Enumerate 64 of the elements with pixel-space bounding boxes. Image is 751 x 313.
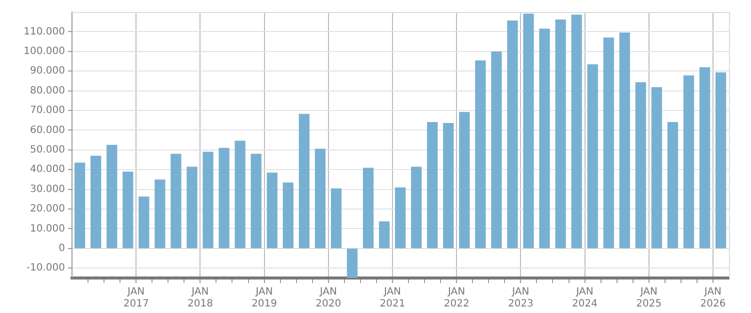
bar — [362, 168, 374, 248]
x-tick-label: JAN 2023 — [508, 286, 534, 310]
bar — [523, 14, 534, 248]
x-tick-label: JAN 2019 — [252, 286, 278, 310]
y-tick-label: 100.000 — [24, 46, 65, 57]
x-tick-label: JAN 2025 — [636, 286, 662, 310]
bar — [459, 112, 470, 248]
y-tick-label: 110.000 — [24, 26, 65, 38]
x-tick-label: JAN 2026 — [700, 286, 726, 310]
y-tick-label: 40.000 — [30, 164, 65, 176]
bar — [266, 172, 278, 248]
bar — [202, 152, 214, 248]
bar — [587, 64, 598, 248]
y-tick-label: 60.000 — [30, 124, 65, 136]
bar — [298, 114, 310, 248]
bar — [122, 172, 134, 248]
bar — [314, 148, 326, 248]
bar — [138, 196, 150, 248]
bar — [571, 14, 582, 248]
bar — [427, 122, 438, 248]
bar — [411, 166, 422, 248]
bar — [346, 248, 358, 278]
bar — [74, 162, 86, 248]
bar — [539, 28, 550, 248]
y-tick-label: 90.000 — [30, 66, 65, 77]
x-tick-label: JAN 2022 — [444, 286, 470, 310]
y-tick-label: 70.000 — [30, 105, 65, 116]
bar — [491, 51, 502, 248]
y-tick-label: 10.000 — [30, 223, 65, 234]
bar — [170, 154, 182, 248]
bar — [154, 180, 166, 248]
x-tick-label: JAN 2021 — [380, 286, 406, 310]
x-tick-label: JAN 2017 — [123, 286, 149, 310]
bar — [90, 156, 102, 248]
y-tick-label: 50.000 — [30, 144, 65, 156]
bar — [330, 188, 342, 248]
y-tick-label: 80.000 — [30, 85, 65, 96]
bar — [715, 72, 726, 248]
y-tick-label: 0 — [58, 243, 65, 254]
bar — [699, 67, 710, 248]
x-tick-label: JAN 2020 — [316, 286, 342, 310]
bar — [443, 122, 454, 248]
bar — [282, 182, 294, 248]
bar — [603, 37, 614, 248]
y-tick-label: 30.000 — [30, 184, 65, 195]
bar — [218, 148, 230, 248]
bar — [651, 87, 662, 248]
bar — [667, 122, 678, 248]
bar — [234, 140, 246, 248]
bar — [250, 154, 262, 248]
bar — [186, 166, 198, 248]
bar — [378, 221, 390, 248]
bar — [555, 20, 566, 248]
bar — [683, 75, 694, 248]
x-tick-label: JAN 2018 — [187, 286, 213, 310]
bar — [619, 32, 630, 248]
y-tick-label: 20.000 — [30, 204, 65, 215]
y-tick-label: -10.000 — [26, 262, 65, 274]
bar — [475, 60, 486, 248]
bar — [507, 20, 518, 248]
x-tick-label: JAN 2024 — [572, 286, 598, 310]
bar — [394, 187, 406, 248]
bar — [106, 144, 118, 248]
bar — [635, 82, 646, 248]
